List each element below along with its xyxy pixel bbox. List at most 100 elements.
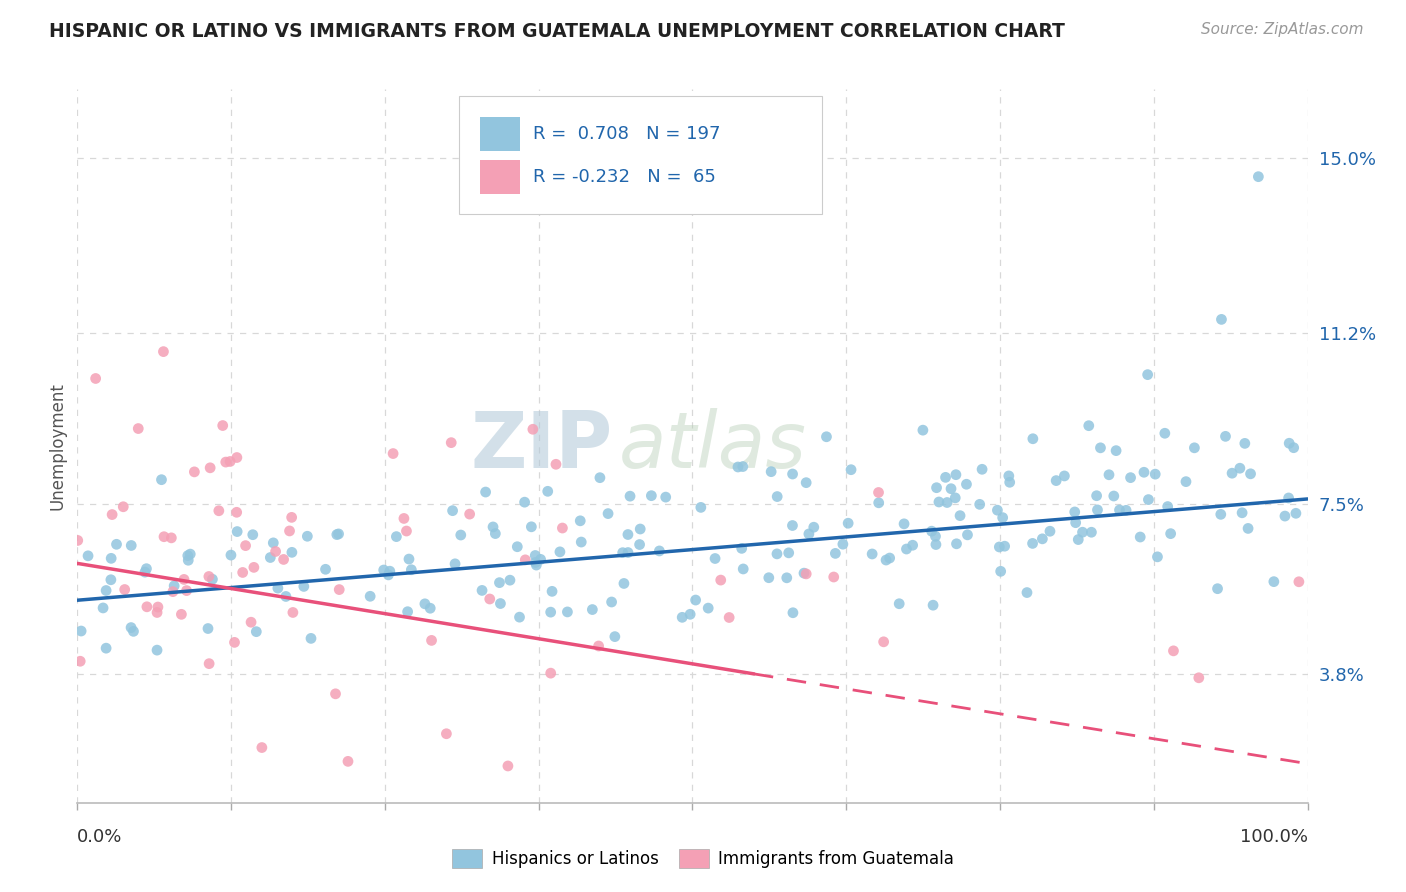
Point [1144, 467, 1167, 482]
Point [281, 606, 304, 620]
Point [889, 597, 911, 611]
Point [731, 541, 754, 556]
Point [235, 539, 257, 553]
Point [1274, 509, 1296, 524]
Point [943, 491, 966, 505]
Point [1039, 524, 1062, 539]
Point [839, 463, 862, 477]
Point [94, 641, 117, 656]
Point [619, 489, 641, 503]
Point [793, 566, 815, 581]
Point [758, 571, 780, 585]
Point [135, 562, 157, 576]
Point [1085, 489, 1108, 503]
Point [1136, 368, 1159, 382]
Point [537, 484, 560, 499]
Point [120, 539, 142, 553]
Point [589, 471, 612, 485]
Point [489, 597, 512, 611]
Point [84, 371, 107, 385]
Legend: Hispanics or Latinos, Immigrants from Guatemala: Hispanics or Latinos, Immigrants from Gu… [444, 842, 962, 875]
Point [160, 531, 183, 545]
Point [444, 557, 467, 571]
Point [1102, 489, 1125, 503]
Point [766, 547, 789, 561]
FancyBboxPatch shape [458, 96, 821, 214]
Point [569, 514, 592, 528]
Point [945, 537, 967, 551]
Point [782, 467, 804, 481]
Point [219, 548, 242, 562]
Point [588, 639, 610, 653]
Point [478, 592, 501, 607]
Point [872, 635, 894, 649]
Point [225, 450, 247, 465]
Point [648, 544, 671, 558]
Point [152, 344, 174, 359]
Point [242, 527, 264, 541]
Point [778, 546, 800, 560]
Point [797, 527, 820, 541]
Point [183, 465, 205, 479]
Point [1053, 469, 1076, 483]
Point [689, 500, 711, 515]
Point [1015, 585, 1038, 599]
Point [153, 530, 176, 544]
Point [612, 546, 634, 560]
Point [325, 687, 347, 701]
Point [100, 551, 122, 566]
Point [990, 565, 1012, 579]
Point [1108, 503, 1130, 517]
Point [986, 503, 1008, 517]
Point [524, 549, 547, 563]
Point [924, 529, 946, 543]
Point [179, 547, 201, 561]
Point [1133, 465, 1156, 479]
Point [1233, 436, 1256, 450]
Point [1119, 470, 1142, 484]
Point [837, 516, 859, 531]
Point [262, 536, 284, 550]
Point [1220, 466, 1243, 480]
Point [105, 537, 128, 551]
Point [679, 607, 702, 622]
Point [243, 560, 266, 574]
Point [613, 576, 636, 591]
Point [617, 545, 640, 559]
Point [815, 430, 838, 444]
Point [396, 605, 419, 619]
Point [245, 624, 267, 639]
Point [197, 622, 219, 636]
Text: 100.0%: 100.0% [1240, 828, 1308, 847]
Point [1188, 671, 1211, 685]
Point [66, 533, 89, 548]
Point [731, 459, 754, 474]
Point [1175, 475, 1198, 489]
Point [177, 553, 200, 567]
Point [782, 606, 804, 620]
Point [970, 462, 993, 476]
Point [1129, 530, 1152, 544]
Point [803, 520, 825, 534]
Point [224, 635, 246, 649]
Point [377, 567, 399, 582]
Point [697, 601, 720, 615]
Point [382, 446, 405, 460]
Point [1071, 525, 1094, 540]
Point [1064, 516, 1087, 530]
Point [385, 530, 408, 544]
Point [297, 529, 319, 543]
Point [201, 572, 224, 586]
Point [704, 551, 727, 566]
Point [928, 495, 950, 509]
Point [150, 473, 173, 487]
Point [901, 538, 924, 552]
Point [515, 553, 537, 567]
Point [945, 467, 967, 482]
Point [654, 490, 676, 504]
Point [315, 562, 337, 576]
Point [112, 500, 135, 514]
Point [114, 582, 136, 597]
Point [395, 524, 418, 538]
Point [520, 520, 543, 534]
